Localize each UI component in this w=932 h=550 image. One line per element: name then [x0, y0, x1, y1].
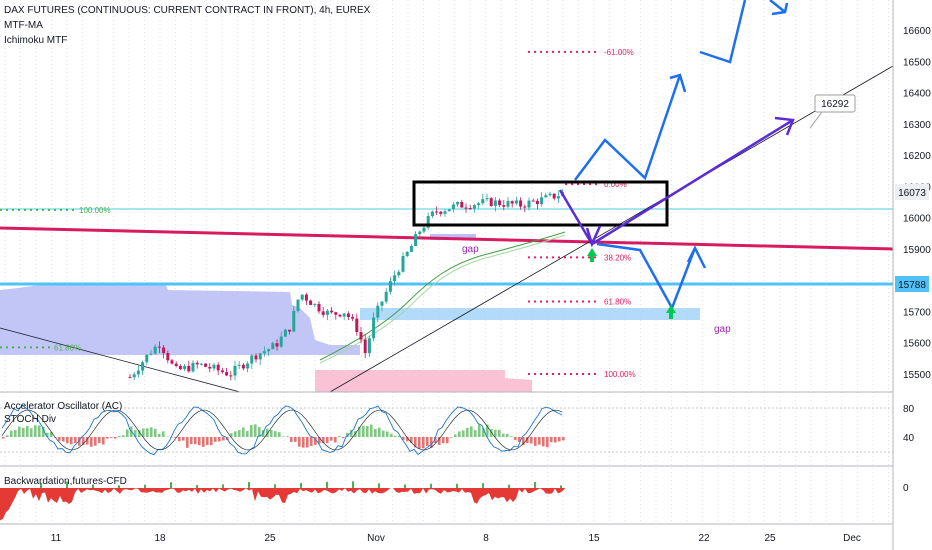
oscillator-pane — [0, 404, 893, 456]
price-tick-16000: 16000 — [903, 214, 931, 225]
time-tick-0: 11 — [51, 533, 62, 544]
target-price-label: 16292 — [821, 99, 849, 110]
ichimoku-cloud — [0, 283, 532, 392]
oscillator-title[interactable]: Accelerator Oscillator (AC) — [4, 401, 122, 412]
descending-trendline — [0, 226, 894, 251]
gap-box-upper — [430, 234, 476, 240]
bw-level-0: 0 — [903, 483, 909, 494]
gap-box-lower — [360, 308, 700, 320]
time-tick-7: 25 — [764, 533, 776, 544]
rising-trendline — [329, 65, 894, 393]
time-tick-8: Dec — [843, 533, 861, 544]
price-tick-15600: 15600 — [903, 339, 931, 350]
time-tick-5: 15 — [588, 533, 600, 544]
price-tick-15700: 15700 — [903, 307, 931, 318]
target-callout: 16292 — [809, 94, 856, 129]
fib-label-1: 0.00% — [604, 180, 627, 189]
price-tick-15500: 15500 — [903, 370, 931, 381]
moving-averages — [319, 231, 566, 364]
up-arrow-markers — [587, 248, 676, 319]
price-tick-16200: 16200 — [903, 151, 931, 162]
fib-label-6: 100.00% — [604, 370, 636, 379]
fib-label-4: 61.80% — [604, 297, 631, 306]
fib-label-5: 61.80% — [54, 343, 81, 352]
gap-label-lower: gap — [714, 324, 731, 335]
indicator-label-mtf-ma[interactable]: MTF-MA — [4, 20, 43, 31]
time-tick-6: 22 — [698, 533, 710, 544]
consolidation-box — [412, 180, 669, 227]
backwardation-title[interactable]: Backwardation,futures-CFD — [4, 476, 127, 487]
gap-label-upper: gap — [462, 244, 479, 255]
wave-projection — [574, 0, 789, 311]
backwardation-pane — [0, 481, 565, 521]
price-tick-16600: 16600 — [903, 26, 931, 37]
time-tick-1: 18 — [154, 533, 166, 544]
fib-label-2: 100.00% — [79, 206, 111, 215]
fib-label-0: -61.00% — [604, 48, 634, 57]
price-tags: 16073 15788 — [895, 184, 929, 292]
price-tick-16500: 16500 — [903, 57, 931, 68]
support-price-tag: 15788 — [898, 280, 926, 291]
time-tick-3: Nov — [367, 533, 385, 544]
fib-label-3: 38.20% — [604, 253, 631, 262]
candlestick-series — [128, 189, 565, 381]
osc-level-40: 40 — [903, 433, 915, 444]
stoch-title[interactable]: STOCH Div — [4, 414, 56, 425]
current-price-tag: 16073 — [898, 188, 926, 199]
time-tick-2: 25 — [264, 533, 276, 544]
path-projection — [558, 116, 795, 248]
time-axis[interactable]: 11 18 25 Nov 8 15 22 25 Dec — [51, 533, 861, 544]
fib-levels: -61.00% 0.00% 100.00% 38.20% 61.80% 61.80% 100… — [0, 48, 636, 379]
price-tick-16400: 16400 — [903, 89, 931, 100]
price-tick-15900: 15900 — [903, 245, 931, 256]
indicator-label-ichimoku[interactable]: Ichimoku MTF — [4, 35, 67, 46]
chart-title: DAX FUTURES (CONTINUOUS: CURRENT CONTRAC… — [4, 5, 371, 16]
price-tick-16300: 16300 — [903, 120, 931, 131]
time-tick-4: 8 — [483, 533, 489, 544]
falling-trendline — [0, 327, 241, 393]
osc-level-80: 80 — [903, 404, 915, 415]
